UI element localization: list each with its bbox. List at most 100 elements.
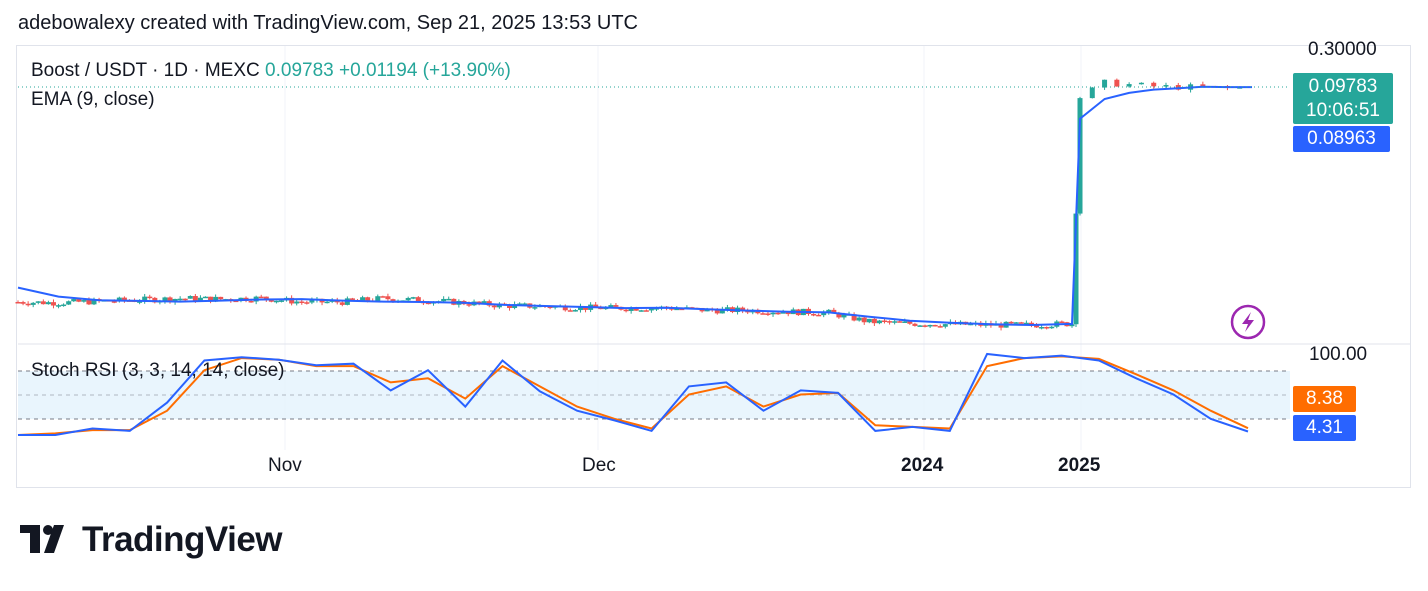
candle-body (1028, 322, 1034, 326)
x-label-dec: Dec (582, 455, 616, 476)
candle-body (111, 301, 117, 303)
ema-line (17, 85, 1252, 327)
candle-body (522, 303, 528, 305)
tradingview-wordmark: TradingView (82, 520, 283, 559)
candle-body (572, 310, 578, 312)
candle-body (40, 301, 46, 305)
candle-body (339, 302, 345, 305)
candle-body (1114, 79, 1120, 87)
candle-body (1126, 84, 1132, 87)
candle-body (507, 304, 513, 309)
candle-body (177, 298, 183, 301)
candle-body (932, 324, 938, 327)
candle-body (866, 318, 872, 323)
stoch-d-value-tag: 8.38 (1293, 386, 1356, 412)
candle-body (248, 300, 254, 303)
stoch-band (18, 371, 1290, 419)
candle-body (562, 305, 568, 311)
candle-body (476, 301, 482, 304)
candle-body (547, 306, 553, 309)
candle-body (608, 305, 614, 308)
candle-body (192, 296, 198, 301)
candle-body (213, 296, 219, 302)
candle-body (385, 296, 391, 300)
candle-body (532, 307, 538, 309)
candle-body (633, 307, 639, 311)
candle-body (740, 307, 746, 311)
chart-frame (16, 45, 1411, 488)
candle-body (583, 306, 589, 310)
candle-body (81, 300, 87, 302)
candle-body (816, 314, 822, 317)
candle-body (1034, 325, 1040, 328)
candle-body (137, 301, 143, 303)
candle-body (25, 303, 31, 306)
ema-legend[interactable]: EMA (9, close) (31, 89, 155, 110)
candle-body (760, 313, 766, 315)
candle-body (912, 323, 918, 326)
candle-body (273, 300, 279, 303)
candle-body (861, 317, 867, 323)
candle-body (892, 321, 898, 323)
candle-body (765, 313, 771, 315)
candle-body (294, 301, 300, 304)
candle-body (613, 305, 619, 307)
candle-body (187, 296, 193, 299)
candle-body (897, 321, 903, 323)
candle-body (1163, 85, 1169, 87)
candle-body (714, 310, 720, 314)
tradingview-logo[interactable]: TradingView (20, 520, 283, 560)
candle-body (882, 320, 888, 323)
candle-body (577, 306, 583, 311)
candle-body (1044, 327, 1050, 329)
symbol-legend[interactable]: Boost / USDT · 1D · MEXC 0.09783 +0.0119… (31, 60, 511, 82)
candle-body (922, 325, 928, 327)
candle-body (289, 297, 295, 304)
candle-body (167, 297, 173, 302)
candle-body (1008, 321, 1014, 324)
candle-body (233, 300, 239, 303)
candle-body (360, 297, 366, 301)
stoch-rsi-legend[interactable]: Stoch RSI (3, 3, 14, 14, close) (31, 360, 285, 381)
stoch-k-line (18, 352, 1249, 436)
candle-body (831, 309, 837, 313)
candle-body (390, 299, 396, 302)
candle-body (1018, 322, 1024, 324)
candle-body (304, 302, 310, 304)
stoch-axis-top-label: 100.00 (1309, 344, 1368, 365)
candle-body (628, 307, 634, 311)
candle-body (263, 296, 269, 300)
candle-body (299, 301, 305, 304)
candle-body (856, 317, 862, 321)
ema-value-tag: 0.08963 (1293, 126, 1390, 152)
candle-body (446, 298, 452, 301)
candle-body (208, 296, 214, 302)
chart-attribution: adebowalexy created with TradingView.com… (18, 12, 638, 34)
candle-body (279, 300, 284, 302)
x-label-nov: Nov (268, 455, 302, 476)
candle-body (851, 314, 857, 321)
price-tag-value: 0.09783 (1308, 76, 1378, 97)
flash-icon[interactable] (1230, 304, 1266, 340)
candle-body (30, 302, 36, 305)
candle-body (142, 296, 148, 302)
candle-body (876, 320, 882, 324)
candle-body (258, 296, 264, 299)
candle-body (517, 303, 523, 306)
candle-body (1073, 213, 1079, 325)
candle-body (121, 297, 127, 301)
candle-body (172, 298, 178, 302)
candle-body (780, 312, 786, 314)
candle-body (152, 297, 158, 303)
candle-body (35, 301, 41, 303)
candle-body (836, 312, 842, 318)
candle-body (202, 296, 208, 299)
candle-body (1102, 79, 1108, 88)
candle-body (116, 297, 122, 302)
x-label-2025: 2025 (1058, 455, 1101, 476)
price-change: +0.01194 (+13.90%) (339, 60, 511, 81)
candle-body (674, 308, 680, 311)
candle-body (1023, 322, 1029, 325)
candle-body (86, 300, 92, 305)
